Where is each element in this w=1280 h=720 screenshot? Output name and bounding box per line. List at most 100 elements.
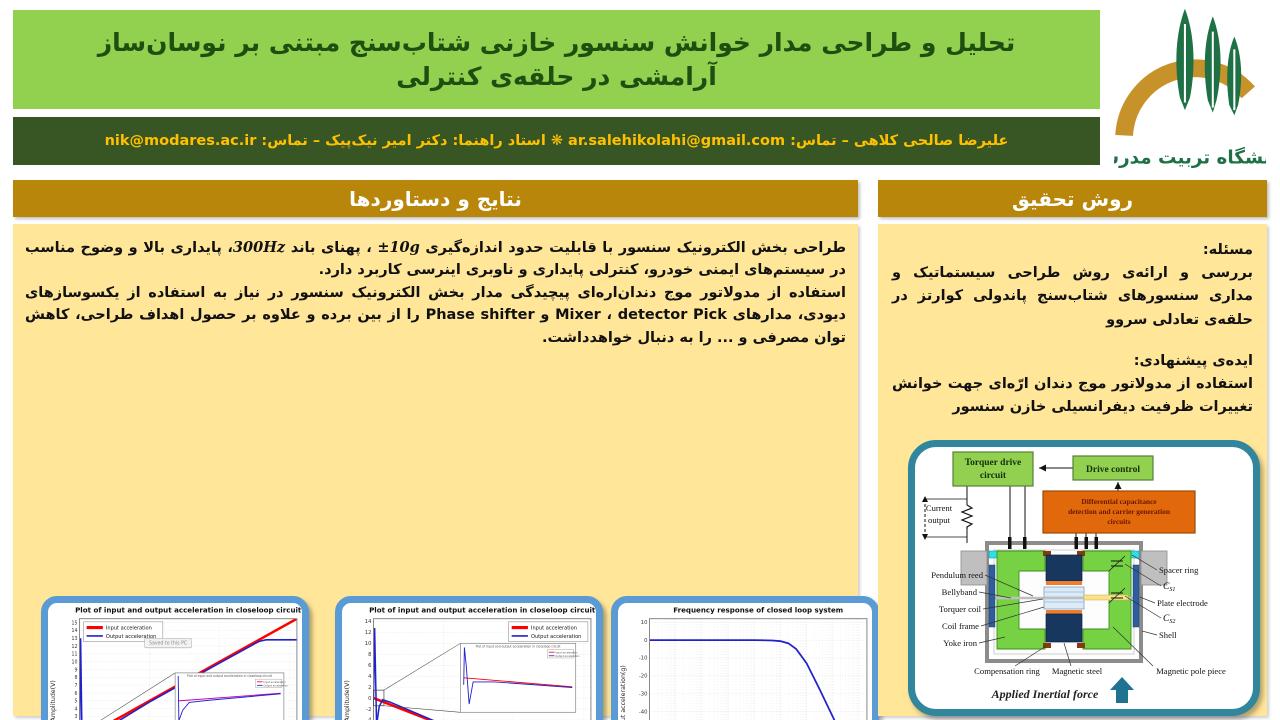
results-header-label: نتایج و دستاوردها (349, 186, 522, 211)
poster-title: تحلیل و طراحی مدار خوانش سنسور خازنی شتا… (97, 27, 1016, 91)
problem-label: مسئله: (1202, 242, 1253, 258)
current-arrow-up (922, 496, 928, 502)
magnetic-steel-top (1045, 554, 1083, 582)
svg-text:-30: -30 (639, 691, 648, 697)
idea-text: استفاده از مدولاتور موج دندان ارّه‌ای جه… (892, 375, 1253, 416)
svg-text:Input acceleration: Input acceleration (555, 650, 577, 654)
svg-text:8: 8 (368, 652, 372, 658)
plate-electrode-right (1132, 564, 1140, 628)
compensation-ring-left (1043, 551, 1051, 556)
current-output-label-2: output (928, 515, 951, 525)
svg-text:12: 12 (72, 644, 78, 650)
current-output-label-1: Current (926, 503, 953, 513)
results-en-terms-1: Mixer ، detector Pick (555, 307, 727, 324)
label-compensation-ring: Compensation ring (974, 666, 1040, 676)
drive-control-box (1072, 455, 1154, 481)
svg-text:-10: -10 (639, 656, 648, 662)
label-magnetic-pole-piece: Magnetic pole piece (1156, 666, 1226, 676)
poster-title-band: تحلیل و طراحی مدار خوانش سنسور خازنی شتا… (13, 10, 1100, 109)
svg-text:3: 3 (74, 714, 77, 720)
svg-text:Output acceleration: Output acceleration (555, 654, 580, 658)
svg-text:-4: -4 (366, 718, 372, 720)
svg-text:Output acceleration: Output acceleration (264, 683, 289, 687)
svg-text:Output acceleration: Output acceleration (106, 634, 156, 640)
results-p1-c: ، پایداری بالا و وضوح مناسب در سیستم‌های… (25, 240, 846, 279)
authors-line: علیرضا صالحی کلاهی – تماس: ar.salehikola… (104, 133, 1009, 149)
svg-text:4: 4 (368, 674, 372, 680)
yoke-iron-left (996, 550, 1046, 650)
label-cs1: CS1 (1163, 582, 1175, 593)
svg-text:10: 10 (641, 620, 648, 626)
svg-text:11: 11 (72, 652, 78, 658)
results-p1-b: ، پهنای باند (285, 240, 378, 256)
diff-cap-label-1: Differential capacitance (1081, 497, 1157, 506)
svg-text:Frequency response of closed l: Frequency response of closed loop system (673, 605, 843, 614)
plot-closeloop-positive-ramp: -5-4-3-2-1012345678910111213141500.050.1… (41, 596, 309, 720)
label-pendulum-reed: Pendulum reed (931, 570, 983, 580)
capacitor-symbol-cs1 (1108, 555, 1126, 572)
compensation-ring-bl (1043, 643, 1051, 648)
compensation-ring-br (1077, 643, 1085, 648)
svg-text:4: 4 (74, 706, 77, 712)
svg-text:9: 9 (74, 667, 77, 673)
accelerometer-diagram: Torquer drive circuit Drive control Diff… (922, 451, 1226, 703)
svg-text:Output acceleration: Output acceleration (531, 634, 581, 640)
arrowhead-to-torquer (1039, 464, 1046, 472)
leader-lines (978, 554, 1162, 667)
method-section-header: روش تحقیق (878, 180, 1267, 217)
svg-text:6: 6 (74, 691, 77, 697)
svg-text:Plot of input and output accel: Plot of input and output acceleration in… (75, 605, 302, 614)
svg-text:Input acceleration: Input acceleration (264, 680, 286, 684)
yoke-iron-right (1082, 550, 1132, 650)
results-p2-c: را از بین برده و علاوه بر حصول اهداف طرا… (25, 307, 846, 346)
compensation-ring-right (1077, 551, 1085, 556)
svg-text:6: 6 (368, 663, 372, 669)
label-spacer-ring: Spacer ring (1159, 565, 1199, 575)
applied-force-arrow-icon (1110, 677, 1134, 703)
diff-cap-label-2: detection and carrier generation (1068, 507, 1170, 516)
svg-text:Plot of input and output accel: Plot of input and output acceleration in… (476, 644, 562, 648)
label-shell: Shell (1159, 630, 1177, 640)
svg-text:14: 14 (72, 628, 78, 634)
authors-band: علیرضا صالحی کلاهی – تماس: ar.salehikola… (13, 117, 1100, 165)
plot-closeloop-negative-ramp: -14-12-10-8-6-4-20246810121400.050.10.15… (335, 596, 603, 720)
svg-text:8: 8 (74, 675, 77, 681)
svg-text:0: 0 (644, 638, 648, 644)
label-torquer-coil: Torquer coil (939, 604, 982, 614)
svg-text:12: 12 (365, 630, 372, 636)
svg-text:2: 2 (368, 685, 371, 691)
pole-strip-bottom (1046, 610, 1082, 614)
svg-text:5: 5 (74, 699, 77, 705)
current-arrow-down (922, 534, 928, 540)
drive-control-label: Drive control (1086, 465, 1140, 475)
results-p2-b: و (534, 307, 556, 324)
resistor-symbol (960, 504, 974, 529)
magnetic-steel-bottom (1045, 613, 1083, 643)
label-applied-inertial-force: Applied Inertial force (991, 687, 1099, 701)
bandwidth-value: 300Hz (232, 239, 286, 256)
label-bellyband: Bellyband (942, 587, 978, 597)
svg-text:15: 15 (72, 620, 78, 626)
label-cs2: CS2 (1163, 614, 1175, 625)
svg-text:Saved to this PC: Saved to this PC (149, 641, 188, 647)
label-magnetic-steel: Magnetic steel (1052, 666, 1103, 676)
label-plate-electrode: Plate electrode (1157, 598, 1208, 608)
diff-cap-label-3: circuits (1107, 517, 1130, 526)
torquer-drive-box (952, 451, 1034, 487)
logo-caption: دانشگاه تربیت مدرس (1114, 146, 1266, 168)
accelerometer-diagram-frame: Torquer drive circuit Drive control Diff… (908, 440, 1260, 716)
label-yoke-iron: Yoke iron (943, 638, 977, 648)
svg-text:-20: -20 (639, 674, 648, 680)
svg-text:14: 14 (365, 619, 372, 625)
university-logo: دانشگاه تربیت مدرس (1114, 4, 1266, 168)
results-section-header: نتایج و دستاوردها (13, 180, 858, 217)
measurement-range-value: ±10g (377, 239, 420, 256)
svg-text:Amplitude(V): Amplitude(V) (344, 680, 351, 720)
results-paragraphs: طراحی بخش الکترونیک سنسور با قابلیت حدود… (13, 224, 858, 349)
results-p2-a: استفاده از مدولاتور موج دندان‌اره‌ای پیچ… (25, 284, 846, 324)
torquer-drive-label-1: Torquer drive (965, 458, 1022, 468)
idea-label: ایده‌ی پیشنهادی: (1133, 352, 1253, 369)
plate-electrode-left (988, 564, 996, 628)
diff-capacitance-box (1042, 490, 1196, 534)
